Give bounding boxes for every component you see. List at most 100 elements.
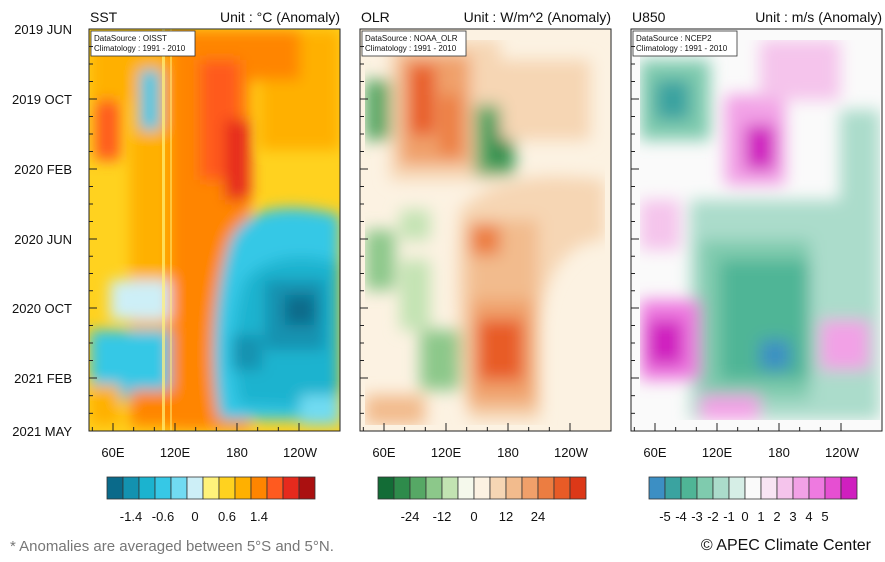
lon-label: 120E [160, 445, 191, 460]
colorbar-swatch [728, 476, 746, 500]
colorbar-label: -4 [675, 509, 687, 524]
colorbar-swatch [250, 476, 268, 500]
colorbar-swatch [505, 476, 523, 500]
colorbar-swatch [425, 476, 443, 500]
colorbar-swatch [792, 476, 810, 500]
panel-unit-u850: Unit : m/s (Anomaly) [755, 9, 882, 25]
lon-label: 60E [643, 445, 666, 460]
panel-frame-u850 [630, 28, 883, 432]
colorbar-label: 0 [470, 509, 477, 524]
colorbar-swatch [377, 476, 395, 500]
info-box-u850 [632, 30, 738, 57]
panel-frame-sst [88, 28, 341, 432]
colorbar-swatch [648, 476, 666, 500]
colorbar-label: 24 [531, 509, 545, 524]
colorbar-label: 0 [741, 509, 748, 524]
time-label: 2021 MAY [12, 424, 72, 439]
colorbar-swatch [553, 476, 571, 500]
lon-label: 180 [226, 445, 248, 460]
time-label: 2020 OCT [12, 301, 72, 316]
colorbar-label: 12 [499, 509, 513, 524]
time-label: 2020 JUN [14, 232, 72, 247]
colorbar-swatch [840, 476, 858, 500]
colorbar-swatch [218, 476, 236, 500]
time-label: 2021 FEB [14, 371, 72, 386]
footnote: * Anomalies are averaged between 5°S and… [10, 538, 334, 555]
colorbar-swatch [266, 476, 284, 500]
colorbar-label: -24 [401, 509, 420, 524]
lon-label: 120W [554, 445, 589, 460]
colorbar-label: 5 [821, 509, 828, 524]
colorbar-swatch [234, 476, 252, 500]
time-label: 2019 JUN [14, 22, 72, 37]
colorbar-swatch [154, 476, 172, 500]
colorbar-label: 1.4 [250, 509, 268, 524]
colorbar-swatch [489, 476, 507, 500]
datasource-text: DataSource : OISST [94, 34, 167, 43]
colorbar-swatch [537, 476, 555, 500]
panel-unit-olr: Unit : W/m^2 (Anomaly) [464, 9, 611, 25]
colorbar-swatch [282, 476, 300, 500]
copyright-text: © APEC Climate Center [700, 537, 871, 554]
colorbar-swatch [122, 476, 140, 500]
colorbar-swatch [170, 476, 188, 500]
panel-title-olr: OLR [361, 9, 390, 25]
panel-unit-sst: Unit : °C (Anomaly) [220, 9, 340, 25]
lon-label: 120E [431, 445, 462, 460]
time-label: 2020 FEB [14, 162, 72, 177]
colorbar-label: 0.6 [218, 509, 236, 524]
colorbar-label: -0.6 [152, 509, 174, 524]
colorbar-swatch [744, 476, 762, 500]
climatology-text: Climatology : 1991 - 2010 [94, 44, 186, 53]
colorbar-swatch [664, 476, 682, 500]
colorbar-swatch [138, 476, 156, 500]
colorbar-label: 3 [789, 509, 796, 524]
colorbar-swatch [409, 476, 427, 500]
colorbar-label: 0 [191, 509, 198, 524]
colorbar-swatch [569, 476, 587, 500]
colorbar-swatch [298, 476, 316, 500]
panel-title-u850: U850 [632, 9, 666, 25]
lon-label: 120W [825, 445, 860, 460]
datasource-text: DataSource : NCEP2 [636, 34, 712, 43]
colorbar-label: -5 [659, 509, 671, 524]
olr-field [360, 29, 611, 431]
time-label: 2019 OCT [12, 92, 72, 107]
colorbar-swatch [808, 476, 826, 500]
lon-label: 60E [372, 445, 395, 460]
u850-field [631, 29, 882, 431]
info-box-sst [90, 30, 196, 57]
colorbar-swatch [776, 476, 794, 500]
lon-label: 60E [101, 445, 124, 460]
datasource-text: DataSource : NOAA_OLR [365, 34, 458, 43]
lon-label: 120E [702, 445, 733, 460]
colorbar-swatch [824, 476, 842, 500]
panel-frame-olr [359, 28, 612, 432]
colorbar-label: -2 [707, 509, 719, 524]
lon-label: 180 [768, 445, 790, 460]
colorbar-swatch [760, 476, 778, 500]
climatology-text: Climatology : 1991 - 2010 [365, 44, 457, 53]
colorbar-label: -12 [433, 509, 452, 524]
colorbar-swatch [457, 476, 475, 500]
colorbar-swatch [712, 476, 730, 500]
climatology-text: Climatology : 1991 - 2010 [636, 44, 728, 53]
colorbar-swatch [521, 476, 539, 500]
colorbar-swatch [186, 476, 204, 500]
panel-title-sst: SST [90, 9, 118, 25]
lon-label: 180 [497, 445, 519, 460]
colorbar-label: 1 [757, 509, 764, 524]
info-box-olr [361, 30, 467, 57]
sst-field [89, 29, 340, 431]
colorbar-swatch [473, 476, 491, 500]
colorbar-label: 2 [773, 509, 780, 524]
colorbar-swatch [696, 476, 714, 500]
colorbar-swatch [680, 476, 698, 500]
colorbar-swatch [106, 476, 124, 500]
lon-label: 120W [283, 445, 318, 460]
colorbar-swatch [393, 476, 411, 500]
colorbar-label: -1 [723, 509, 735, 524]
colorbar-swatch [202, 476, 220, 500]
colorbar-label: 4 [805, 509, 812, 524]
